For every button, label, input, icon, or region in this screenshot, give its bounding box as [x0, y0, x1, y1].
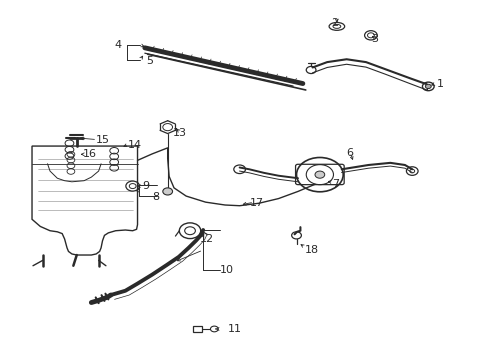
Text: 17: 17 — [249, 198, 263, 208]
Text: 14: 14 — [127, 140, 142, 150]
Text: 16: 16 — [83, 149, 97, 159]
Text: 3: 3 — [370, 34, 377, 44]
Text: 6: 6 — [346, 148, 353, 158]
Text: 13: 13 — [172, 128, 186, 138]
Text: 1: 1 — [436, 78, 443, 89]
Text: 8: 8 — [152, 192, 159, 202]
Circle shape — [163, 188, 172, 195]
Text: 10: 10 — [220, 265, 234, 275]
Text: 11: 11 — [227, 324, 241, 334]
Text: 12: 12 — [200, 234, 213, 244]
Text: 9: 9 — [142, 181, 149, 191]
Text: 5: 5 — [146, 56, 153, 66]
Circle shape — [314, 171, 324, 178]
Text: 18: 18 — [305, 245, 319, 255]
Circle shape — [425, 84, 430, 89]
Text: 7: 7 — [331, 179, 339, 189]
Text: 15: 15 — [96, 135, 110, 145]
Text: 2: 2 — [330, 18, 337, 28]
Text: 4: 4 — [115, 40, 122, 50]
